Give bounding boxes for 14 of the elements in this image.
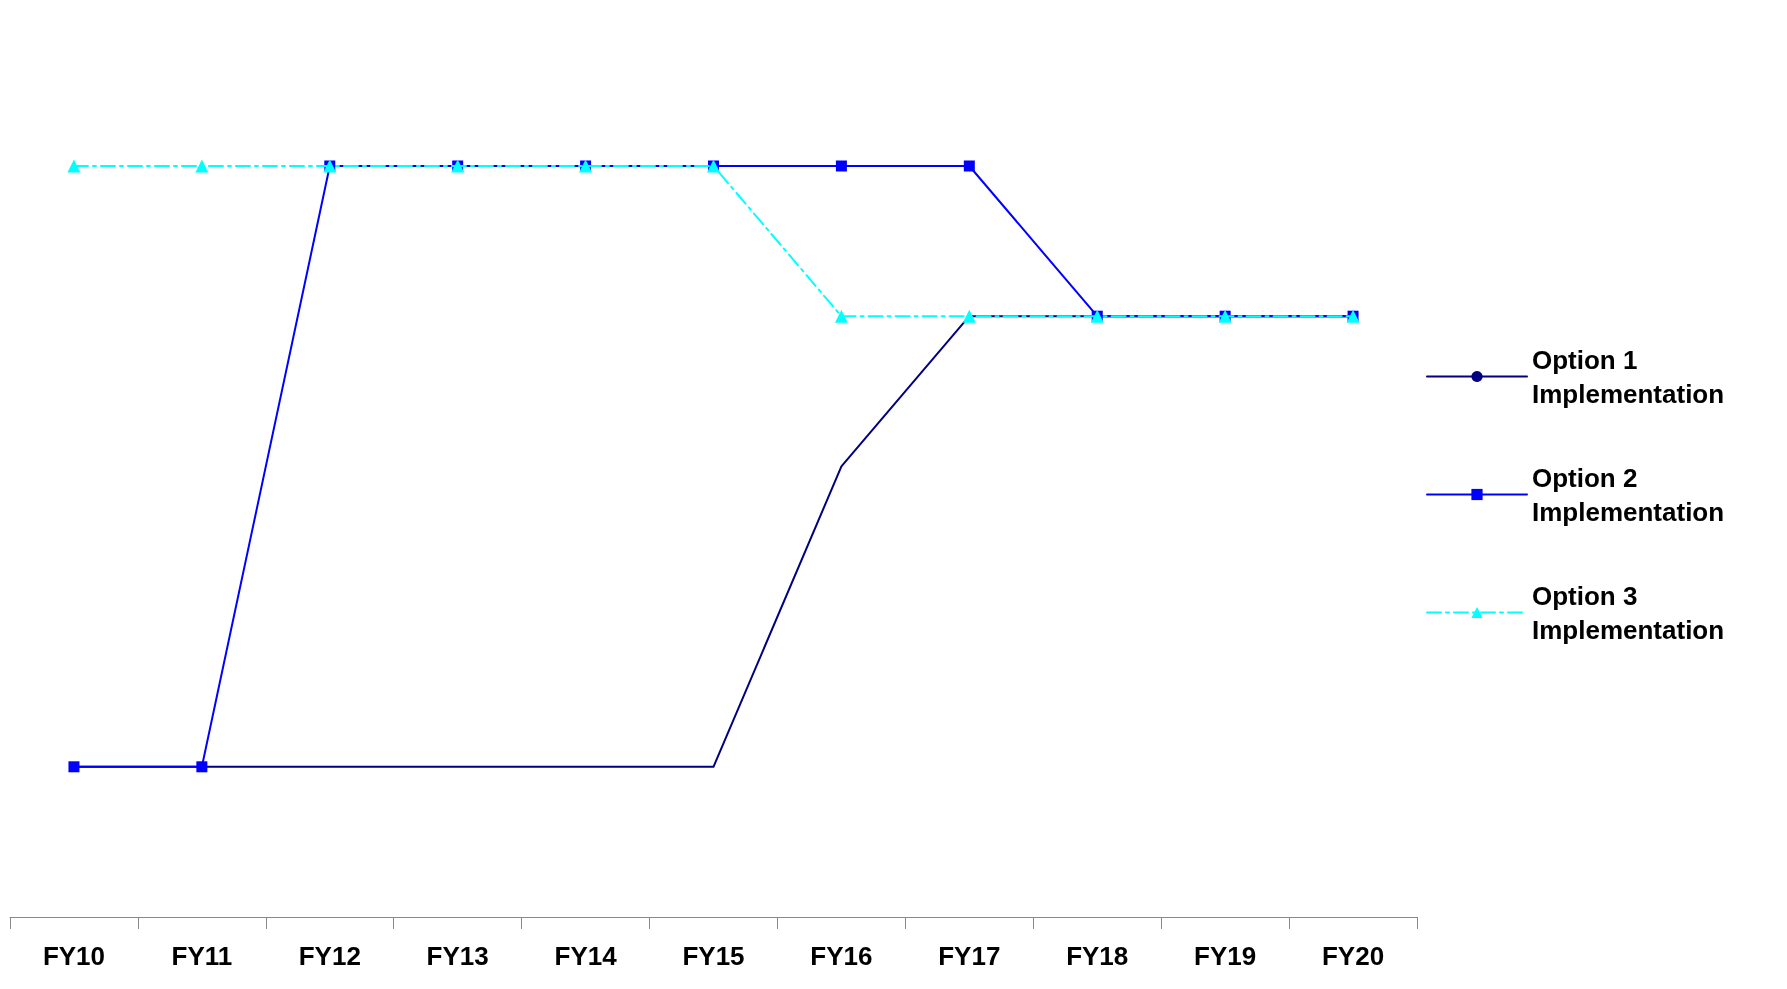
- x-tick-label: FY12: [298, 941, 361, 971]
- x-tick-label: FY18: [1066, 941, 1129, 971]
- x-tick-label: FY11: [171, 941, 233, 971]
- x-tick-label: FY20: [1321, 941, 1385, 971]
- x-tick-label: FY15: [682, 941, 745, 971]
- legend-label: Option 3 Implementation: [1532, 580, 1725, 645]
- legend-label: Option 2 Implementation: [1532, 462, 1725, 527]
- x-tick-label: FY13: [426, 941, 489, 971]
- x-tick-label: FY14: [554, 941, 618, 971]
- x-tick-label: FY16: [810, 941, 873, 971]
- legend-label: Option 1 Implementation: [1532, 344, 1725, 409]
- x-tick-label: FY17: [938, 941, 1001, 971]
- x-tick-label: FY10: [42, 941, 106, 971]
- x-tick-label: FY19: [1194, 941, 1257, 971]
